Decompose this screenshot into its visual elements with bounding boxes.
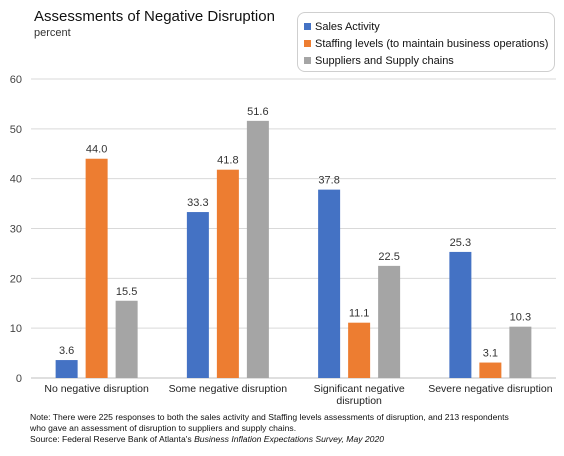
chart-subtitle: percent	[34, 27, 71, 39]
chart-title: Assessments of Negative Disruption	[34, 8, 275, 25]
data-label: 22.5	[378, 251, 399, 263]
y-tick-label: 30	[10, 224, 22, 236]
data-label: 44.0	[86, 144, 107, 156]
data-label: 15.5	[116, 286, 137, 298]
bar-staffing	[216, 169, 239, 378]
bar-sales	[186, 212, 209, 378]
legend-item-staffing: Staffing levels (to maintain business op…	[304, 35, 548, 52]
bar-suppliers	[115, 300, 138, 378]
source-line: Source: Federal Reserve Bank of Atlanta'…	[30, 434, 556, 445]
note-line-1: Note: There were 225 responses to both t…	[30, 412, 509, 422]
bar-staffing	[85, 158, 108, 378]
bar-sales	[449, 251, 472, 378]
note-line-2: who gave an assessment of disruption to …	[30, 423, 297, 433]
legend-label-staffing: Staffing levels (to maintain business op…	[315, 37, 549, 50]
x-tick-label: disruption	[336, 395, 382, 407]
data-label: 37.8	[318, 175, 339, 187]
y-tick-label: 40	[10, 174, 22, 186]
legend-swatch-staffing	[304, 40, 311, 47]
x-tick-label: No negative disruption	[44, 383, 149, 395]
source-prefix: Source: Federal Reserve Bank of Atlanta'…	[30, 434, 195, 444]
y-tick-label: 10	[10, 323, 22, 335]
legend: Sales Activity Staffing levels (to maint…	[297, 12, 555, 72]
bar-staffing	[479, 362, 502, 378]
legend-label-suppliers: Suppliers and Supply chains	[315, 54, 454, 67]
data-label: 11.1	[349, 308, 370, 320]
footnote: Note: There were 225 responses to both t…	[30, 412, 556, 445]
data-label: 3.1	[483, 348, 498, 360]
y-tick-label: 60	[10, 74, 22, 86]
data-label: 10.3	[510, 312, 531, 324]
legend-label-sales: Sales Activity	[315, 20, 380, 33]
legend-swatch-sales	[304, 23, 311, 30]
source-title: Business Inflation Expectations Survey, …	[194, 434, 385, 444]
legend-swatch-suppliers	[304, 57, 311, 64]
data-label: 51.6	[247, 106, 268, 118]
bar-chart: 0 10 20 30 40 50 60 3.6 44.0 15.5 No negative disr…	[10, 74, 556, 407]
data-label: 25.3	[450, 237, 471, 249]
bar-suppliers	[246, 120, 269, 379]
y-tick-label: 0	[16, 373, 22, 385]
bar-suppliers	[378, 265, 401, 378]
x-tick-label: Severe negative disruption	[428, 383, 552, 395]
legend-item-sales: Sales Activity	[304, 18, 548, 35]
bar-suppliers	[509, 326, 532, 378]
data-label: 3.6	[59, 345, 74, 357]
legend-item-suppliers: Suppliers and Supply chains	[304, 52, 548, 69]
bar-staffing	[348, 322, 371, 378]
y-tick-label: 20	[10, 273, 22, 285]
data-label: 33.3	[187, 197, 208, 209]
y-tick-label: 50	[10, 124, 22, 136]
x-tick-label: Some negative disruption	[169, 383, 288, 395]
x-tick-label: Significant negative	[314, 383, 405, 395]
bar-sales	[55, 360, 78, 378]
data-label: 41.8	[217, 155, 238, 167]
bar-sales	[318, 189, 341, 378]
